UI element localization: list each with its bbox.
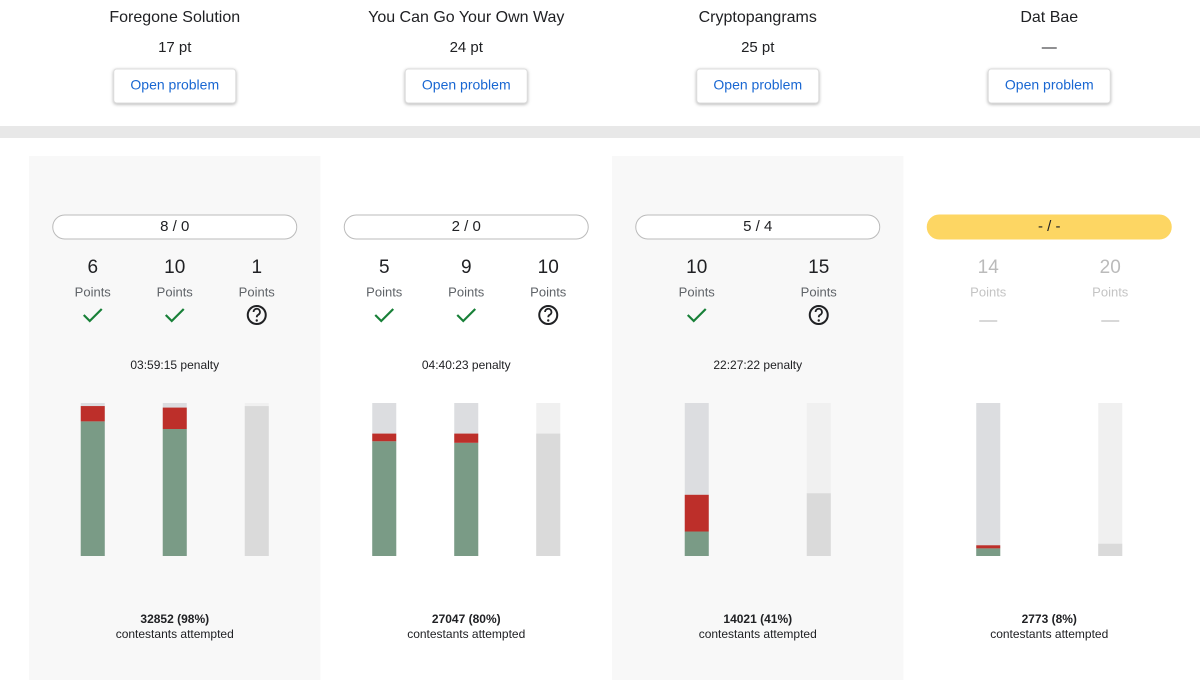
check-icon [686, 308, 707, 323]
subtask-points: 1 [251, 257, 262, 278]
summary-pill [343, 214, 589, 240]
problem-score: 24 pt [450, 39, 484, 56]
check-icon [456, 308, 477, 323]
summary: 8 / 0 [160, 218, 189, 235]
summary-pill [926, 214, 1172, 240]
panel [612, 156, 904, 680]
points-label: Points [679, 284, 716, 299]
points-label: Points [448, 284, 485, 299]
bar-correct [162, 429, 187, 556]
bar-incorrect [372, 433, 397, 442]
points-label: Points [366, 284, 403, 299]
check-icon [164, 308, 185, 323]
attempted-label: contestants attempted [116, 627, 234, 641]
help-icon-mark [252, 307, 261, 318]
points-label: Points [157, 284, 194, 299]
problem-name: Dat Bae [1020, 9, 1078, 26]
button-bg[interactable] [113, 68, 237, 104]
open-problem-button[interactable]: Open problem [696, 68, 820, 104]
bar-incorrect [684, 494, 709, 532]
button-bg[interactable] [696, 68, 820, 104]
bar-incorrect [976, 545, 1001, 549]
points-label: Points [801, 284, 838, 299]
help-icon-dot [547, 319, 550, 322]
penalty: 03:59:15 penalty [130, 358, 219, 372]
attempted-count: 2773 (8%) [1022, 612, 1077, 626]
problem-name: You Can Go Your Own Way [368, 9, 564, 26]
summary: 5 / 4 [743, 218, 772, 235]
subtask-points: 10 [538, 257, 559, 278]
open-problem-button[interactable]: Open problem [404, 68, 528, 104]
points-label: Points [970, 284, 1007, 299]
points-label: Points [75, 284, 112, 299]
help-icon [808, 305, 829, 325]
button-label[interactable]: Open problem [1005, 77, 1094, 93]
penalty: 04:40:23 penalty [422, 358, 511, 372]
help-icon-mark [544, 307, 553, 318]
subtask-points: 15 [808, 257, 829, 278]
open-problem-button[interactable]: Open problem [987, 68, 1111, 104]
bar-attempted [244, 406, 269, 556]
summary: - / - [1038, 218, 1061, 235]
bar-incorrect [80, 406, 105, 422]
attempted-label: contestants attempted [699, 627, 817, 641]
button-label[interactable]: Open problem [422, 77, 511, 93]
problem-name: Foregone Solution [109, 9, 240, 26]
divider [0, 126, 1200, 138]
bar-attempted [1098, 543, 1123, 556]
problem-name: Cryptopangrams [699, 9, 817, 26]
open-problem-button[interactable]: Open problem [113, 68, 237, 104]
subtask-points: 10 [686, 257, 707, 278]
button-label[interactable]: Open problem [713, 77, 802, 93]
subtask-points: 6 [87, 257, 98, 278]
points-label: Points [530, 284, 567, 299]
button-bg[interactable] [404, 68, 528, 104]
bar-attempted [806, 493, 831, 556]
subtask-points: 5 [379, 257, 390, 278]
subtask-points: 10 [164, 257, 185, 278]
help-icon-mark [814, 307, 823, 318]
summary: 2 / 0 [452, 218, 481, 235]
bar-correct [372, 441, 397, 556]
penalty: 22:27:22 penalty [713, 358, 802, 372]
help-icon-dot [817, 319, 820, 322]
bar-bg [1098, 403, 1123, 556]
bar-correct [454, 442, 479, 556]
problem-score: 25 pt [741, 39, 775, 56]
summary-pill [635, 214, 881, 240]
attempted-label: contestants attempted [990, 627, 1108, 641]
button-label[interactable]: Open problem [130, 77, 219, 93]
help-icon [538, 305, 559, 325]
points-label: Points [239, 284, 276, 299]
help-icon-dot [255, 319, 258, 322]
subtask-points: 9 [461, 257, 472, 278]
button-bg[interactable] [987, 68, 1111, 104]
summary-pill [52, 214, 298, 240]
bar-correct [684, 531, 709, 556]
attempted-count: 27047 (80%) [432, 612, 501, 626]
check-icon [82, 308, 103, 323]
check-icon [374, 308, 395, 323]
problem-score: 17 pt [158, 39, 192, 56]
bar-bg [976, 403, 1001, 556]
bar-correct [976, 548, 1001, 556]
subtask-points: 20 [1100, 257, 1121, 278]
help-icon [246, 305, 267, 325]
bar-attempted [536, 433, 561, 556]
problem-score: — [1042, 39, 1057, 56]
bar-incorrect [454, 433, 479, 443]
bar-correct [80, 421, 105, 556]
attempted-count: 14021 (41%) [723, 612, 792, 626]
points-label: Points [1092, 284, 1129, 299]
attempted-count: 32852 (98%) [140, 612, 209, 626]
bar-incorrect [162, 407, 187, 430]
attempted-label: contestants attempted [407, 627, 525, 641]
subtask-points: 14 [978, 257, 1000, 278]
